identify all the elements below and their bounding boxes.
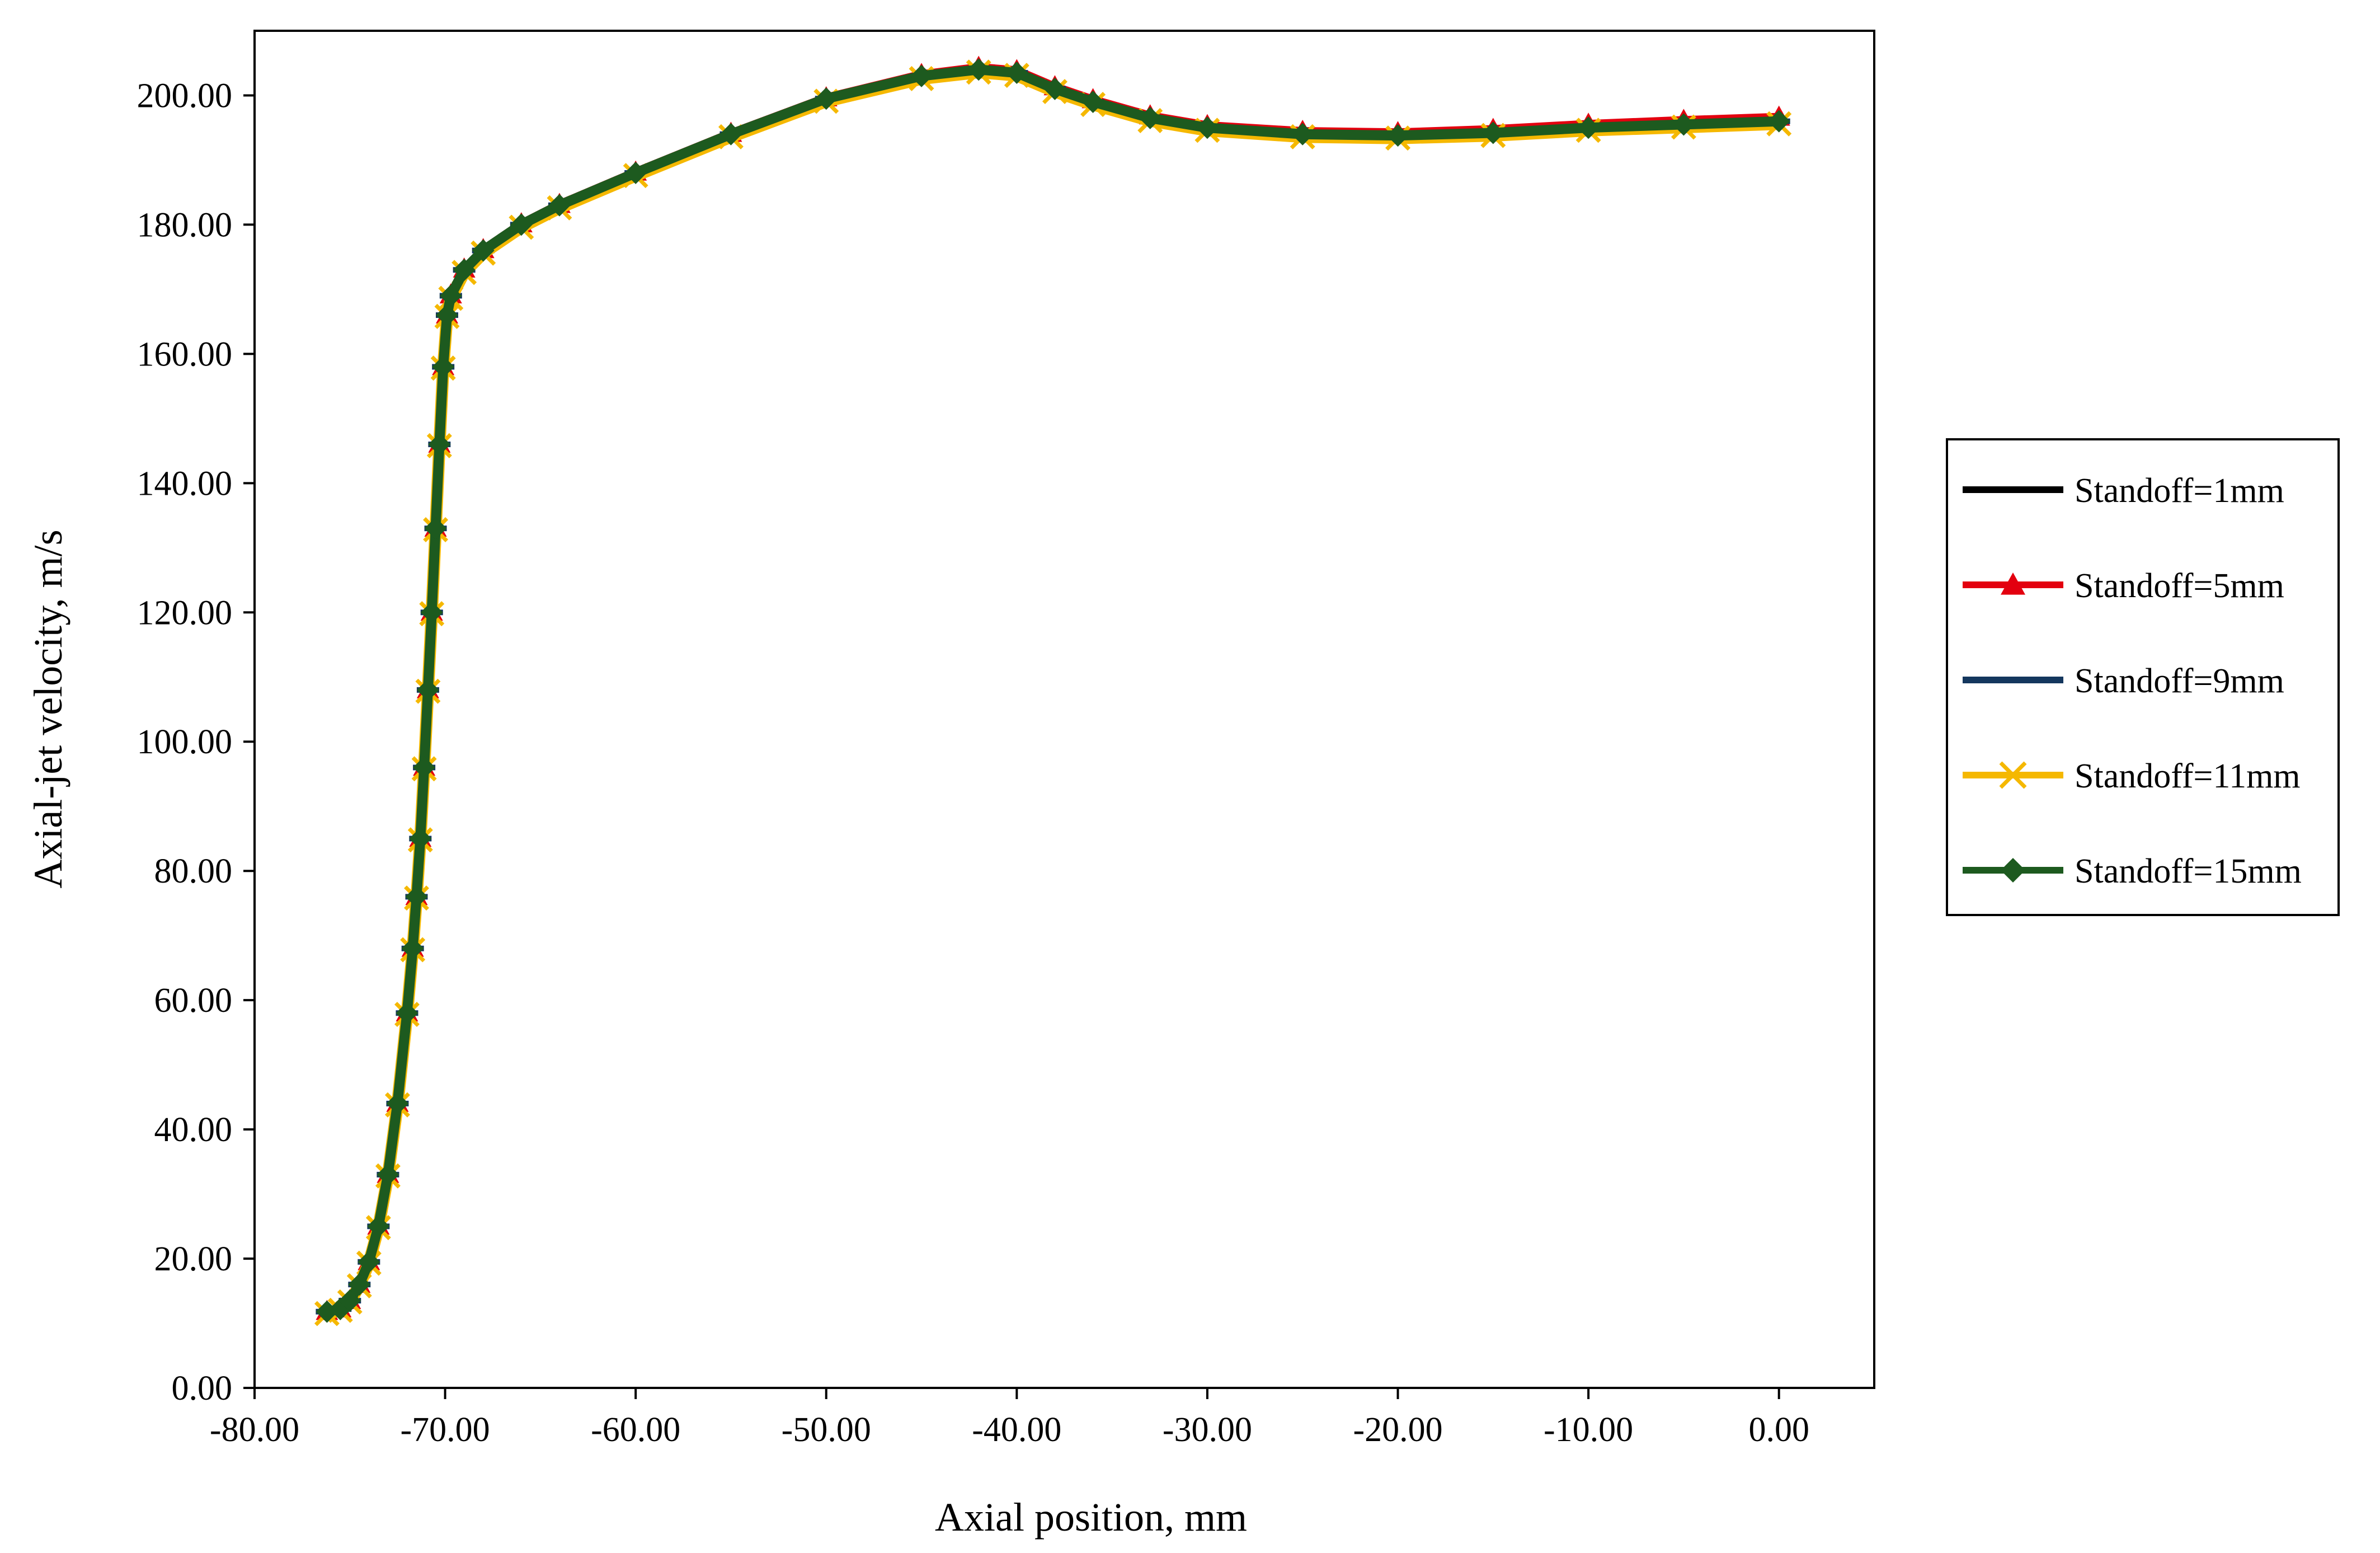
series-layer: [314, 55, 1792, 1326]
legend-label: Standoff=1mm: [2075, 472, 2284, 510]
x-tick-label: 0.00: [1748, 1411, 1809, 1449]
y-tick-label: 120.00: [137, 594, 233, 632]
legend-item: Standoff=5mm: [1963, 567, 2284, 605]
data-point: [377, 1163, 399, 1186]
plot-area: [253, 30, 1875, 1389]
data-point: [1139, 106, 1161, 129]
data-point: [1672, 113, 1695, 136]
data-point: [435, 304, 458, 327]
data-point: [338, 1289, 361, 1312]
data-point: [472, 239, 495, 262]
data-point: [1196, 116, 1219, 139]
data-point: [420, 601, 443, 624]
data-point: [1999, 761, 2027, 789]
data-point: [2001, 573, 2025, 595]
data-point: [1386, 124, 1409, 147]
x-tick-label: -80.00: [210, 1411, 299, 1449]
data-point: [1291, 123, 1314, 146]
data-point: [1767, 110, 1790, 133]
y-tick-label: 180.00: [137, 206, 233, 244]
data-point: [1043, 77, 1066, 100]
legend-label: Standoff=5mm: [2075, 567, 2284, 605]
data-point: [910, 64, 933, 87]
data-point: [1481, 121, 1504, 144]
data-point: [624, 162, 647, 185]
data-point: [1005, 62, 1028, 85]
y-tick-label: 80.00: [154, 852, 233, 890]
data-point: [428, 433, 451, 456]
data-point: [424, 517, 447, 540]
legend-label: Standoff=11mm: [2075, 757, 2301, 795]
y-tick-label: 140.00: [137, 465, 233, 503]
y-tick-label: 200.00: [137, 77, 233, 115]
legend-item: Standoff=9mm: [1963, 662, 2284, 700]
legend-item: Standoff=1mm: [1963, 472, 2284, 510]
y-tick-label: 60.00: [154, 982, 233, 1020]
y-tick-label: 100.00: [137, 723, 233, 761]
y-axis-title: Axial-jet velocity, m/s: [26, 529, 70, 888]
data-point: [548, 194, 571, 217]
legend-item: Standoff=11mm: [1963, 757, 2301, 795]
data-point: [815, 87, 838, 110]
x-tick-label: -30.00: [1163, 1411, 1252, 1449]
series-standoff-15mm: [316, 58, 1790, 1323]
data-point: [348, 1273, 371, 1296]
data-point: [2001, 677, 2025, 683]
x-tick-label: -20.00: [1353, 1411, 1442, 1449]
y-tick-label: 40.00: [154, 1111, 233, 1149]
x-axis: -80.00 -70.00 -60.00 -50.00 -40.00 -30.00 -20.…: [210, 1388, 1809, 1449]
x-tick-label: -70.00: [401, 1411, 490, 1449]
data-point: [1577, 116, 1600, 139]
y-axis: 0.00 20.00 40.00 60.00 80.00 100.00 120.00 140.…: [137, 77, 255, 1407]
data-point: [453, 259, 476, 281]
x-tick-label: -10.00: [1544, 1411, 1633, 1449]
data-point: [358, 1250, 380, 1273]
data-point: [386, 1092, 409, 1115]
legend: Standoff=1mm Standoff=5mm Standoff=9mm Stan…: [1946, 438, 2340, 916]
data-point: [2001, 858, 2025, 883]
x-tick-label: -60.00: [591, 1411, 680, 1449]
data-point: [432, 355, 455, 378]
x-tick-label: -50.00: [782, 1411, 871, 1449]
x-tick-label: -40.00: [972, 1411, 1061, 1449]
data-point: [439, 284, 462, 307]
data-point: [401, 937, 424, 960]
data-point: [367, 1215, 390, 1238]
series-line: [322, 64, 1784, 1317]
data-point: [719, 123, 742, 146]
data-point: [396, 1002, 418, 1025]
data-point: [1081, 91, 1104, 114]
data-point: [405, 885, 428, 908]
data-point: [416, 678, 439, 701]
x-axis-title: Axial position, mm: [935, 1495, 1247, 1540]
legend-item: Standoff=15mm: [1963, 852, 2302, 890]
legend-label: Standoff=9mm: [2075, 662, 2284, 700]
y-tick-label: 0.00: [172, 1369, 233, 1407]
data-point: [413, 756, 436, 779]
data-point: [409, 827, 432, 850]
data-point: [510, 213, 533, 236]
y-tick-label: 20.00: [154, 1240, 233, 1278]
y-tick-label: 160.00: [137, 335, 233, 373]
data-point: [967, 58, 990, 81]
legend-label: Standoff=15mm: [2075, 852, 2302, 890]
